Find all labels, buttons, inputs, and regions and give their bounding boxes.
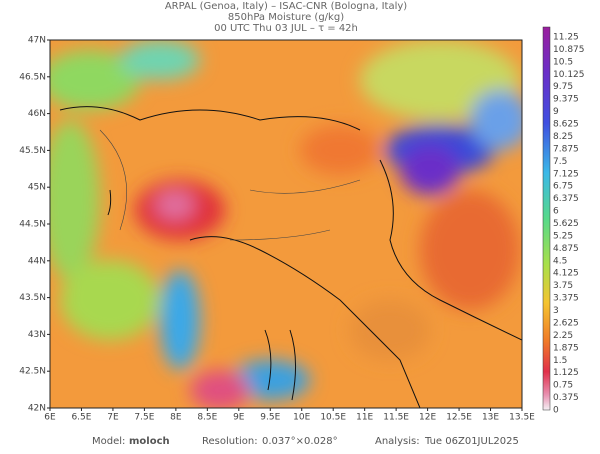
colorbar-label: 1.5 bbox=[553, 356, 567, 366]
lat-label: 46.5N bbox=[19, 72, 46, 82]
colorbar-label: 4.875 bbox=[553, 244, 579, 254]
colorbar-label: 4.5 bbox=[553, 256, 567, 266]
colorbar-label: 6 bbox=[553, 207, 559, 217]
colorbar-label: 5.25 bbox=[553, 231, 573, 241]
lon-label: 7E bbox=[107, 413, 119, 423]
colorbar-label: 10.125 bbox=[553, 70, 585, 80]
moisture-field bbox=[50, 40, 522, 408]
colorbar-label: 7.125 bbox=[553, 169, 579, 179]
axes: 47N 46.5N 46N 45.5N 45N 44.5N 44N 43.5N 43N 42.5N… bbox=[19, 36, 535, 423]
colorbar-label: 10.875 bbox=[553, 45, 585, 55]
lon-label: 6.5E bbox=[71, 413, 91, 423]
lon-label: 13E bbox=[482, 413, 499, 423]
colorbar-label: 1.125 bbox=[553, 368, 579, 378]
colorbar-label: 3 bbox=[553, 306, 559, 316]
lon-label: 9E bbox=[233, 413, 245, 423]
lon-label: 8.5E bbox=[197, 413, 217, 423]
title-line: ARPAL (Genoa, Italy) – ISAC-CNR (Bologna… bbox=[165, 1, 407, 12]
footer-label: Model: bbox=[92, 436, 125, 447]
colorbar-label: 6.75 bbox=[553, 182, 573, 192]
colorbar-label: 4.125 bbox=[553, 269, 579, 279]
lon-label: 10.5E bbox=[320, 413, 346, 423]
title-line: 850hPa Moisture (g/kg) bbox=[228, 12, 344, 23]
footer-label: Resolution: bbox=[202, 436, 258, 447]
colorbar-label: 7.5 bbox=[553, 157, 567, 167]
colorbar-label: 8.625 bbox=[553, 120, 579, 130]
lon-label: 7.5E bbox=[134, 413, 154, 423]
lon-label: 13.5E bbox=[509, 413, 535, 423]
footer-label: Analysis: bbox=[375, 436, 420, 447]
colorbar-label: 3.75 bbox=[553, 281, 573, 291]
colorbar bbox=[542, 26, 551, 411]
colorbar-labels: 11.25 10.875 10.5 10.125 9.75 9.375 9 8.625 8.25… bbox=[553, 33, 585, 416]
title-line: 00 UTC Thu 03 JUL – τ = 42h bbox=[214, 23, 358, 34]
lon-label: 12E bbox=[419, 413, 436, 423]
lat-label: 42.5N bbox=[19, 367, 46, 377]
footer: Model: moloch Resolution: 0.037°×0.028° … bbox=[92, 436, 519, 447]
lat-label: 44.5N bbox=[19, 220, 46, 230]
lat-label: 45N bbox=[28, 183, 46, 193]
colorbar-label: 0.375 bbox=[553, 393, 579, 403]
colorbar-label: 7.875 bbox=[553, 144, 579, 154]
footer-value: moloch bbox=[129, 436, 170, 447]
colorbar-label: 8.25 bbox=[553, 132, 573, 142]
colorbar-label: 5.625 bbox=[553, 219, 579, 229]
colorbar-label: 2.25 bbox=[553, 331, 573, 341]
colorbar-label: 0.75 bbox=[553, 381, 573, 391]
lat-label: 43.5N bbox=[19, 293, 46, 303]
colorbar-label: 10.5 bbox=[553, 57, 573, 67]
colorbar-label: 11.25 bbox=[553, 33, 579, 43]
lat-label: 43N bbox=[28, 330, 46, 340]
lon-label: 12.5E bbox=[446, 413, 472, 423]
colorbar-label: 1.875 bbox=[553, 343, 579, 353]
colorbar-label: 9.75 bbox=[553, 82, 573, 92]
lat-label: 45.5N bbox=[19, 146, 46, 156]
colorbar-label: 0 bbox=[553, 406, 559, 416]
colorbar-label: 3.375 bbox=[553, 294, 579, 304]
lat-label: 44N bbox=[28, 256, 46, 266]
lon-label: 6E bbox=[44, 413, 56, 423]
lon-label: 9.5E bbox=[260, 413, 280, 423]
header: ARPAL (Genoa, Italy) – ISAC-CNR (Bologna… bbox=[165, 1, 407, 34]
colorbar-label: 9.375 bbox=[553, 95, 579, 105]
lon-label: 11E bbox=[356, 413, 373, 423]
lon-label: 8E bbox=[170, 413, 182, 423]
lon-label: 10E bbox=[293, 413, 310, 423]
colorbar-label: 6.375 bbox=[553, 194, 579, 204]
footer-value: Tue 06Z01JUL2025 bbox=[424, 436, 519, 447]
colorbar-label: 9 bbox=[553, 107, 559, 117]
lon-label: 11.5E bbox=[383, 413, 409, 423]
colorbar-label: 2.625 bbox=[553, 318, 579, 328]
footer-value: 0.037°×0.028° bbox=[262, 436, 338, 447]
lat-label: 42N bbox=[28, 404, 46, 414]
lat-label: 47N bbox=[28, 36, 46, 46]
lat-label: 46N bbox=[28, 109, 46, 119]
